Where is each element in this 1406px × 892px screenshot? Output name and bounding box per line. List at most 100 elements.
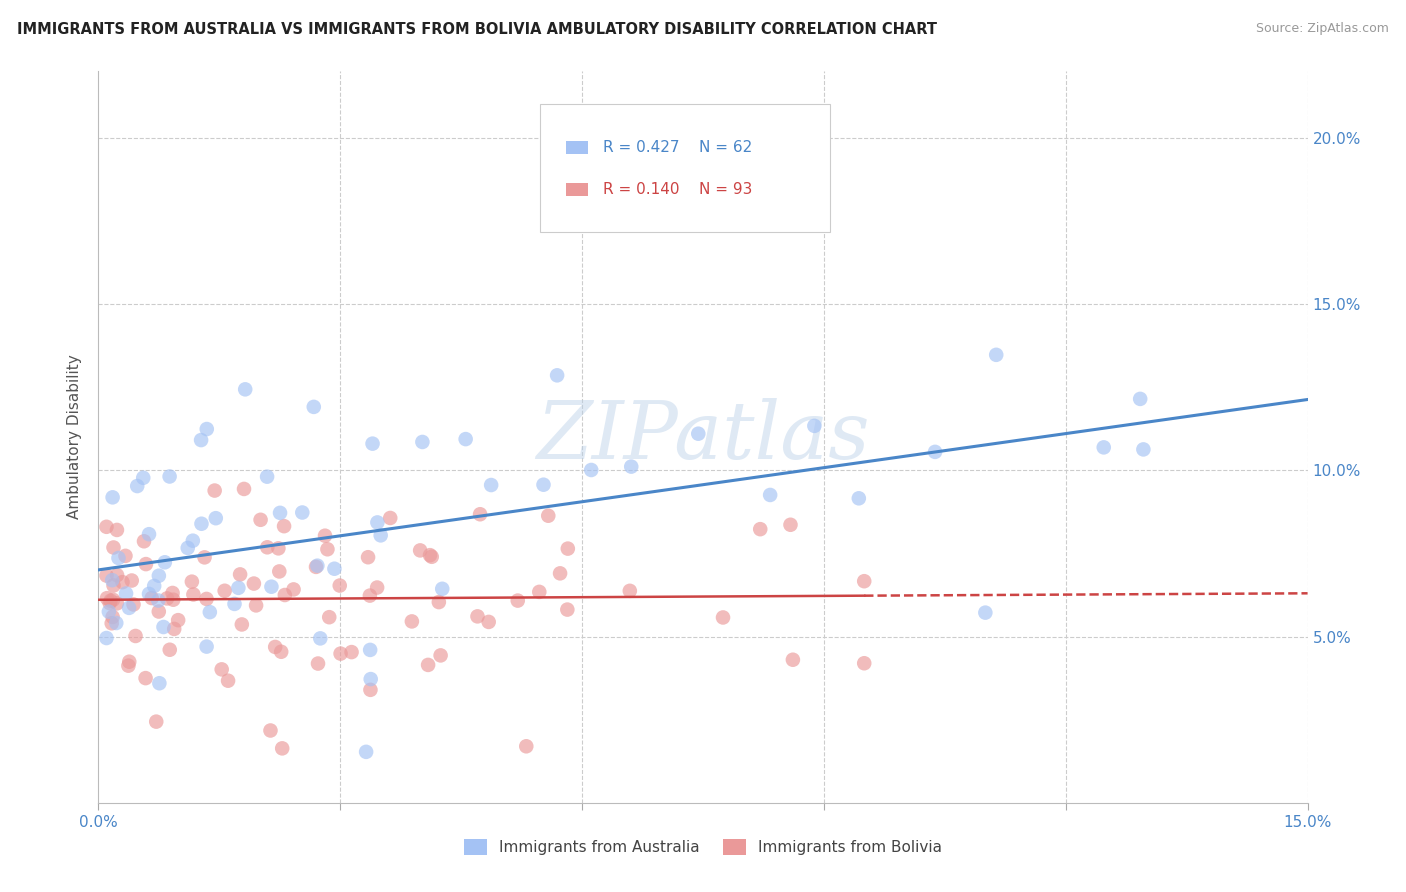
Point — [115, 586, 138, 600]
Point — [779, 517, 801, 532]
Y-axis label: Ambulatory Disability: Ambulatory Disability — [67, 355, 83, 519]
Point — [233, 382, 256, 396]
Point — [198, 605, 221, 619]
Point — [537, 508, 560, 523]
Point — [340, 645, 363, 659]
Point — [411, 434, 433, 449]
Point — [135, 671, 157, 685]
Point — [924, 445, 946, 459]
Point — [124, 629, 146, 643]
Point — [533, 477, 555, 491]
Point — [100, 616, 122, 631]
Point — [195, 640, 218, 654]
Point — [759, 488, 782, 502]
Point — [114, 549, 136, 563]
Point — [274, 588, 297, 602]
Point — [97, 605, 120, 619]
Point — [273, 519, 295, 533]
Point — [231, 617, 253, 632]
Point — [359, 589, 381, 603]
Point — [101, 592, 124, 607]
Point — [711, 610, 734, 624]
Point — [162, 586, 184, 600]
Point — [190, 433, 212, 447]
Point — [749, 522, 772, 536]
Point — [620, 459, 643, 474]
Point — [307, 558, 329, 573]
Point — [167, 613, 190, 627]
Point — [148, 593, 170, 607]
Point — [190, 516, 212, 531]
Point — [204, 511, 226, 525]
Point — [307, 657, 329, 671]
Point — [269, 565, 291, 579]
Point — [107, 551, 129, 566]
Point — [229, 567, 252, 582]
Point — [96, 520, 118, 534]
Text: IMMIGRANTS FROM AUSTRALIA VS IMMIGRANTS FROM BOLIVIA AMBULATORY DISABILITY CORRE: IMMIGRANTS FROM AUSTRALIA VS IMMIGRANTS … — [17, 22, 936, 37]
Point — [1132, 442, 1154, 457]
Point — [467, 609, 489, 624]
Point — [803, 418, 825, 433]
Point — [506, 593, 529, 607]
Point — [228, 581, 250, 595]
Point — [153, 555, 176, 569]
Point — [416, 657, 439, 672]
Point — [143, 579, 166, 593]
Point — [96, 591, 118, 606]
FancyBboxPatch shape — [567, 183, 588, 195]
Point — [259, 723, 281, 738]
Point — [305, 560, 328, 574]
Point — [105, 596, 128, 610]
Point — [271, 741, 294, 756]
Point — [243, 576, 266, 591]
Point — [101, 573, 124, 587]
Point — [105, 615, 128, 630]
Point — [148, 676, 170, 690]
Point — [853, 574, 876, 589]
Point — [159, 469, 181, 483]
Point — [370, 528, 392, 542]
Point — [557, 541, 579, 556]
Point — [138, 527, 160, 541]
Point — [361, 436, 384, 450]
Point — [853, 657, 876, 671]
Point — [256, 541, 278, 555]
FancyBboxPatch shape — [540, 104, 830, 232]
Point — [118, 600, 141, 615]
Point — [141, 591, 163, 605]
Point — [217, 673, 239, 688]
Point — [688, 426, 710, 441]
Point — [283, 582, 305, 597]
Point — [101, 491, 124, 505]
Point — [1092, 441, 1115, 455]
Point — [291, 506, 314, 520]
Point — [427, 595, 450, 609]
Point — [145, 714, 167, 729]
Point — [103, 578, 125, 592]
Point — [214, 583, 236, 598]
Point — [432, 582, 454, 596]
Point — [309, 632, 332, 646]
FancyBboxPatch shape — [567, 141, 588, 154]
Point — [204, 483, 226, 498]
Point — [270, 645, 292, 659]
Point — [429, 648, 451, 663]
Point — [366, 581, 388, 595]
Point — [117, 658, 139, 673]
Point — [318, 610, 340, 624]
Point — [122, 598, 145, 612]
Point — [224, 597, 246, 611]
Text: R = 0.427    N = 62: R = 0.427 N = 62 — [603, 140, 752, 155]
Point — [121, 574, 143, 588]
Point — [323, 562, 346, 576]
Point — [260, 580, 283, 594]
Legend: Immigrants from Australia, Immigrants from Bolivia: Immigrants from Australia, Immigrants fr… — [458, 833, 948, 861]
Point — [96, 568, 118, 582]
Point — [848, 491, 870, 506]
Point — [183, 587, 205, 601]
Point — [98, 596, 121, 610]
Point — [557, 602, 579, 616]
Point — [1129, 392, 1152, 406]
Point — [354, 745, 377, 759]
